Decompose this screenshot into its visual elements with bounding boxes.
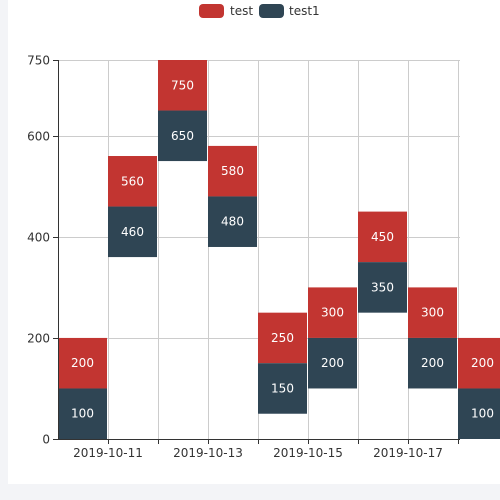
- axes: 0 200 400 600 750 2019-10-11 2019-10-13 2019-10…: [27, 54, 460, 460]
- bar-label-test1: 650: [171, 129, 194, 143]
- bar-label-test: 200: [71, 356, 94, 370]
- bars: 200 100 560 460 750 650 580 480 250 150 300 200 450 3…: [58, 60, 500, 439]
- bar-test1: [258, 363, 307, 414]
- bar-test: [408, 287, 457, 338]
- x-tick-label: 2019-10-11: [73, 446, 143, 460]
- legend-item-test1[interactable]: test1: [259, 4, 320, 18]
- bar-label-test1: 100: [471, 407, 494, 421]
- bar-label-test1: 200: [421, 356, 444, 370]
- y-tick-label: 750: [27, 54, 50, 68]
- bar-test1: [458, 388, 500, 439]
- bar-test1: [108, 206, 157, 258]
- bar-label-test1: 200: [321, 356, 344, 370]
- bar-label-test: 450: [371, 230, 394, 244]
- bar-label-test: 750: [171, 78, 194, 92]
- bar-label-test: 560: [121, 174, 144, 188]
- bar-test: [458, 337, 500, 389]
- bar-test1: [308, 337, 357, 389]
- x-tick-label: 2019-10-17: [373, 446, 443, 460]
- bar-test: [308, 287, 357, 338]
- bar-label-test1: 480: [221, 215, 244, 229]
- y-tick-label: 400: [27, 231, 50, 245]
- legend-label: test1: [289, 4, 320, 18]
- legend-swatch: [199, 4, 224, 18]
- bar-label-test1: 350: [371, 280, 394, 294]
- bar-test: [158, 60, 207, 111]
- legend-item-test[interactable]: test: [199, 4, 253, 18]
- bar-label-test1: 150: [271, 381, 294, 395]
- bar-label-test1: 460: [121, 225, 144, 239]
- bar-label-test: 580: [221, 164, 244, 178]
- legend-swatch: [259, 4, 284, 18]
- bar-test: [358, 211, 407, 263]
- legend[interactable]: test test1: [199, 4, 320, 18]
- y-tick-label: 600: [27, 130, 50, 144]
- y-tick-label: 0: [42, 433, 50, 447]
- bar-label-test: 300: [421, 306, 444, 320]
- legend-label: test: [230, 4, 253, 18]
- bar-test1: [158, 110, 207, 162]
- bar-label-test: 250: [271, 331, 294, 345]
- bar-test: [108, 156, 157, 207]
- bar-label-test: 200: [471, 356, 494, 370]
- bar-label-test: 300: [321, 306, 344, 320]
- x-tick-label: 2019-10-15: [273, 446, 343, 460]
- y-tick-label: 200: [27, 332, 50, 346]
- bar-test: [258, 312, 307, 364]
- x-tick-label: 2019-10-13: [173, 446, 243, 460]
- bar-test1: [208, 196, 257, 247]
- bar-test1: [408, 337, 457, 389]
- bar-test: [58, 337, 107, 389]
- bar-test: [208, 145, 257, 197]
- bar-test1: [58, 388, 107, 439]
- bar-label-test1: 100: [71, 407, 94, 421]
- bar-test1: [358, 262, 407, 313]
